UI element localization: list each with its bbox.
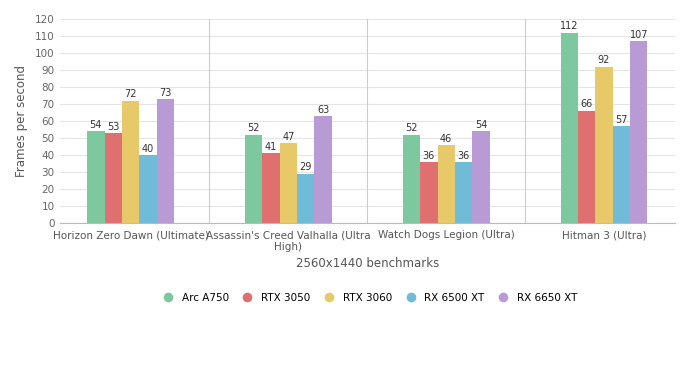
Bar — [420, 162, 437, 223]
Text: 66: 66 — [580, 99, 593, 109]
Bar — [560, 33, 578, 223]
Text: 73: 73 — [159, 88, 172, 98]
Bar — [455, 162, 472, 223]
Bar — [613, 126, 630, 223]
Bar — [87, 131, 104, 223]
Bar — [279, 143, 297, 223]
Bar — [630, 41, 647, 223]
Text: 63: 63 — [317, 105, 329, 114]
Bar — [437, 145, 455, 223]
Text: 92: 92 — [598, 55, 610, 65]
Text: 40: 40 — [142, 144, 154, 154]
Text: 52: 52 — [248, 123, 260, 133]
X-axis label: 2560x1440 benchmarks: 2560x1440 benchmarks — [295, 257, 439, 270]
Y-axis label: Frames per second: Frames per second — [15, 65, 28, 177]
Text: 57: 57 — [615, 115, 628, 125]
Text: 54: 54 — [90, 120, 102, 130]
Legend: Arc A750, RTX 3050, RTX 3060, RX 6500 XT, RX 6650 XT: Arc A750, RTX 3050, RTX 3060, RX 6500 XT… — [155, 289, 580, 306]
Bar — [595, 67, 613, 223]
Text: 36: 36 — [457, 151, 470, 161]
Bar — [315, 116, 332, 223]
Bar — [578, 111, 595, 223]
Text: 29: 29 — [299, 163, 312, 172]
Text: 47: 47 — [282, 132, 295, 142]
Text: 36: 36 — [423, 151, 435, 161]
Text: 107: 107 — [629, 30, 648, 40]
Text: 72: 72 — [124, 89, 137, 99]
Text: 54: 54 — [475, 120, 487, 130]
Bar — [139, 155, 157, 223]
Text: 112: 112 — [560, 21, 578, 31]
Bar — [262, 153, 279, 223]
Bar — [403, 135, 420, 223]
Text: 41: 41 — [265, 142, 277, 152]
Text: 46: 46 — [440, 133, 453, 144]
Bar — [104, 133, 122, 223]
Bar — [472, 131, 490, 223]
Bar — [157, 99, 174, 223]
Bar — [122, 100, 139, 223]
Text: 53: 53 — [107, 121, 119, 132]
Text: 52: 52 — [405, 123, 417, 133]
Bar — [245, 135, 262, 223]
Bar — [297, 174, 315, 223]
